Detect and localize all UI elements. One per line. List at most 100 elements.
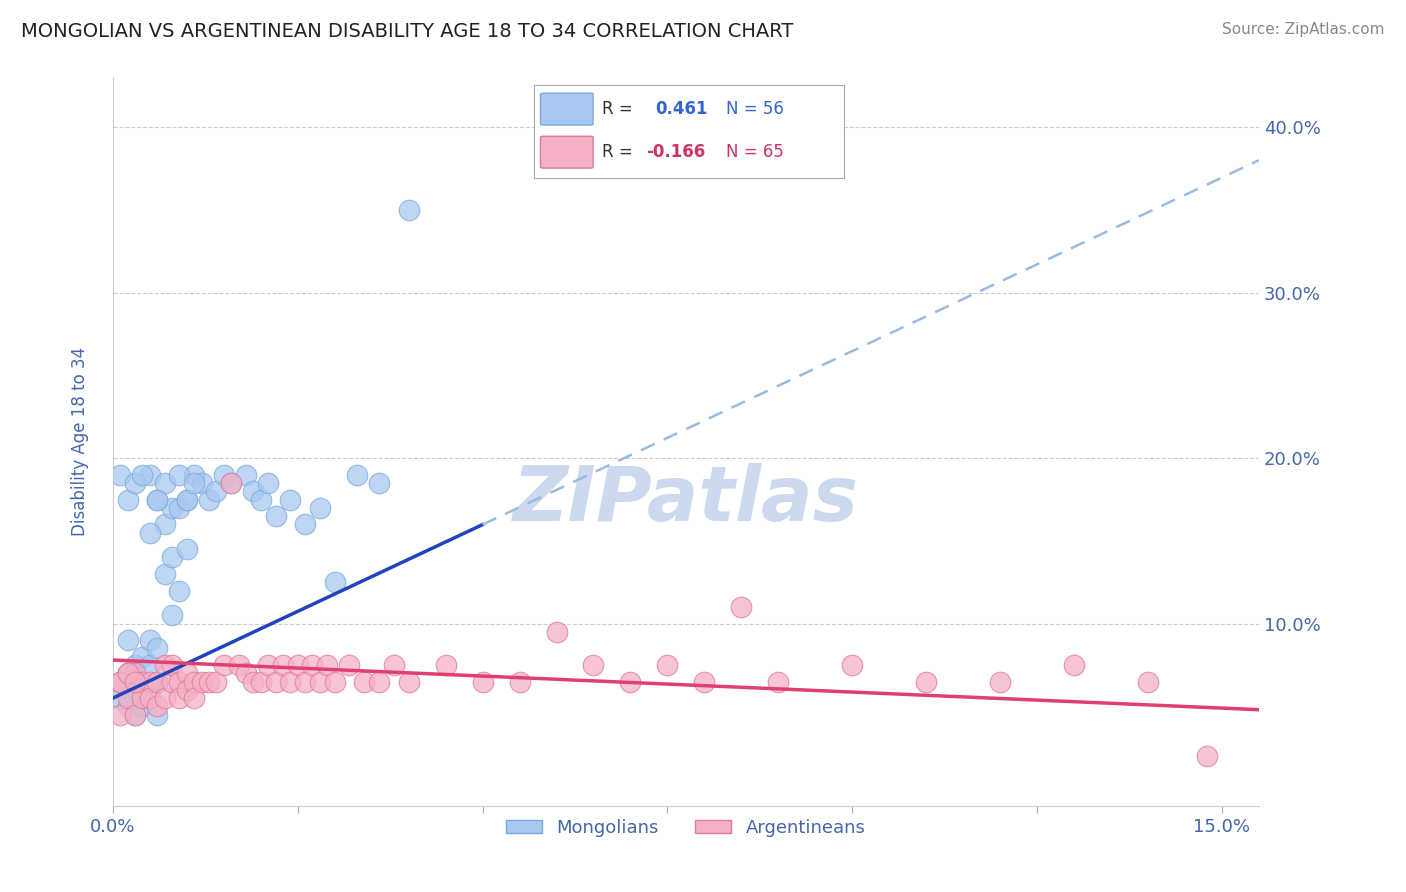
Point (212, 467, 235, 482)
Point (198, 674, 221, 689)
Point (176, 682, 198, 697)
Point (619, 674, 641, 689)
Point (339, 658, 361, 673)
Point (434, 658, 457, 673)
Point (915, 674, 938, 689)
Point (582, 658, 605, 673)
Text: N = 56: N = 56 (725, 100, 785, 118)
Point (124, 475, 146, 490)
Point (271, 658, 294, 673)
Point (730, 600, 752, 615)
Text: MONGOLIAN VS ARGENTINEAN DISABILITY AGE 18 TO 34 CORRELATION CHART: MONGOLIAN VS ARGENTINEAN DISABILITY AGE … (21, 22, 793, 41)
Point (131, 691, 153, 706)
Text: N = 65: N = 65 (725, 144, 785, 161)
Point (110, 674, 132, 689)
Point (353, 674, 375, 689)
Point (242, 484, 264, 499)
Point (131, 674, 153, 689)
Point (124, 658, 146, 673)
Point (146, 674, 169, 689)
FancyBboxPatch shape (540, 93, 593, 125)
Point (205, 484, 228, 499)
Point (146, 492, 169, 507)
Point (176, 666, 198, 681)
Point (176, 492, 198, 507)
Point (146, 492, 169, 507)
Point (146, 699, 169, 714)
Point (110, 674, 132, 689)
Point (146, 674, 169, 689)
Text: 0.461: 0.461 (655, 100, 707, 118)
Point (183, 475, 205, 490)
Point (323, 674, 346, 689)
Point (117, 699, 139, 714)
Point (183, 691, 205, 706)
Point (117, 666, 139, 681)
Point (139, 682, 162, 697)
Point (117, 633, 139, 648)
Point (183, 467, 205, 482)
Point (398, 674, 420, 689)
Point (693, 674, 716, 689)
Point (160, 658, 183, 673)
Point (346, 467, 368, 482)
Point (110, 707, 132, 722)
Point (235, 666, 257, 681)
Point (153, 566, 176, 581)
Point (228, 658, 250, 673)
Point (117, 666, 139, 681)
Point (205, 674, 228, 689)
Point (139, 525, 162, 540)
Point (316, 658, 339, 673)
Point (190, 674, 212, 689)
Point (169, 500, 191, 515)
Point (257, 475, 280, 490)
Point (301, 658, 323, 673)
Point (219, 475, 242, 490)
Point (309, 674, 332, 689)
Point (235, 467, 257, 482)
Point (110, 691, 132, 706)
Point (1197, 749, 1219, 764)
Point (160, 674, 183, 689)
Point (169, 467, 191, 482)
Point (249, 492, 271, 507)
Point (160, 550, 183, 565)
Point (294, 517, 316, 532)
Text: ZIPatlas: ZIPatlas (513, 463, 859, 537)
Point (160, 500, 183, 515)
Point (309, 500, 332, 515)
Point (242, 674, 264, 689)
Point (471, 674, 494, 689)
Y-axis label: Disability Age 18 to 34: Disability Age 18 to 34 (72, 347, 89, 536)
Point (198, 492, 221, 507)
Point (146, 641, 169, 656)
Point (124, 707, 146, 722)
Point (110, 674, 132, 689)
Point (657, 658, 679, 673)
Point (139, 633, 162, 648)
Point (124, 674, 146, 689)
Point (117, 691, 139, 706)
Text: -0.166: -0.166 (645, 144, 704, 161)
Point (294, 674, 316, 689)
Legend: Mongolians, Argentineans: Mongolians, Argentineans (499, 812, 873, 844)
Point (546, 624, 568, 639)
Point (124, 666, 146, 681)
Point (160, 608, 183, 623)
Point (176, 542, 198, 557)
Point (264, 674, 287, 689)
Point (153, 691, 176, 706)
Point (398, 202, 420, 217)
Point (124, 707, 146, 722)
Point (169, 691, 191, 706)
Point (153, 658, 176, 673)
Point (131, 674, 153, 689)
FancyBboxPatch shape (540, 136, 593, 168)
Point (768, 674, 790, 689)
Point (131, 467, 153, 482)
Point (169, 674, 191, 689)
Point (183, 674, 205, 689)
Point (219, 475, 242, 490)
Point (212, 658, 235, 673)
